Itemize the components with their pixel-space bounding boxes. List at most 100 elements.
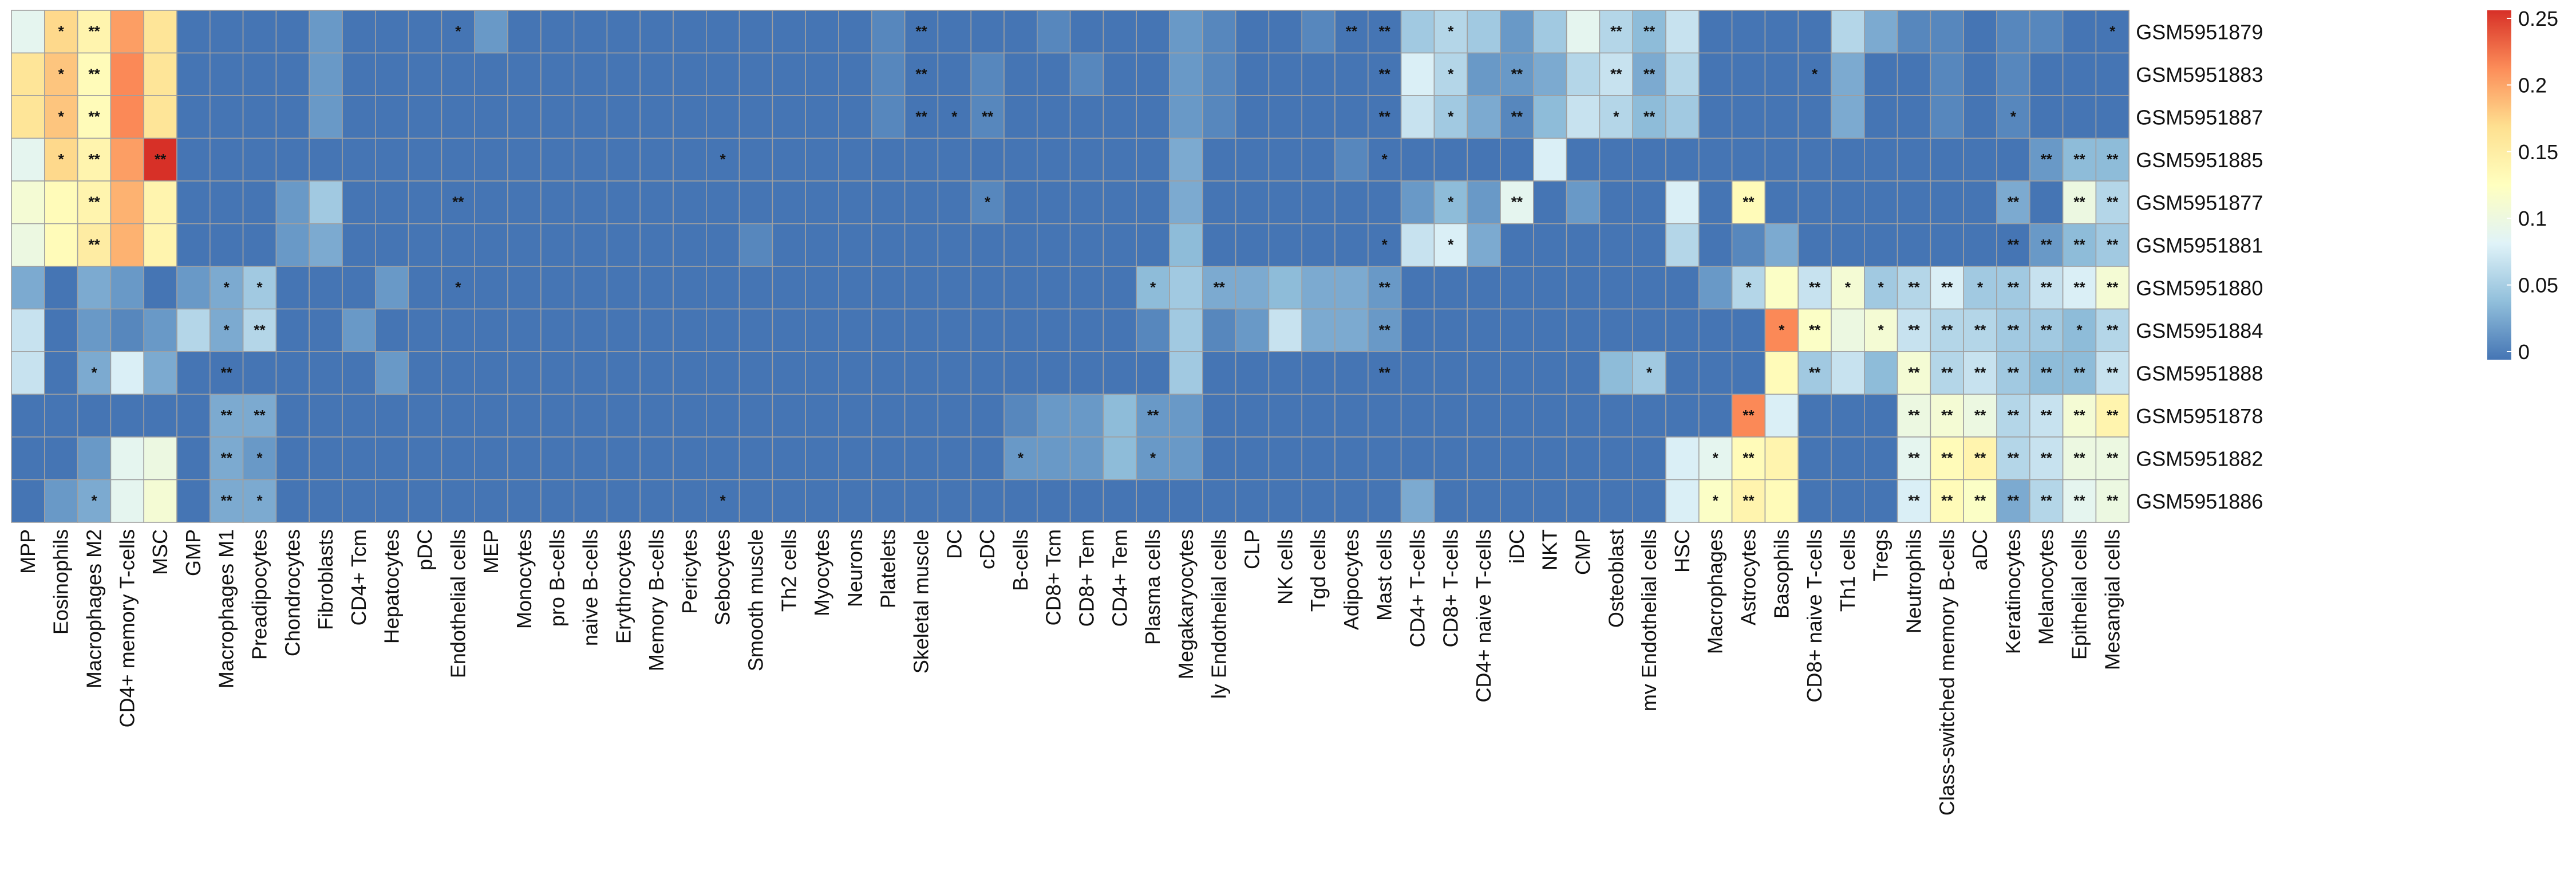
heatmap-cell [1797,95,1832,139]
heatmap-cell [1764,393,1799,438]
heatmap-cell [1665,95,1700,139]
heatmap-cell [1003,393,1038,438]
column-label: HSC [1670,529,1694,573]
heatmap-cell [1368,436,1402,481]
significance-mark: * [1382,151,1388,168]
heatmap-cell [805,436,839,481]
heatmap-cell [1864,436,1898,481]
significance-mark: * [1150,278,1156,296]
heatmap-cell [970,351,1005,395]
heatmap-cell [1268,10,1302,54]
heatmap-cell [374,393,409,438]
heatmap-cell [110,266,144,310]
column-label: MEP [479,529,503,574]
heatmap-cell [970,393,1005,438]
heatmap-cell [11,137,45,182]
heatmap-cell [772,223,807,267]
heatmap-cell [706,52,740,96]
heatmap-cell [1963,180,1997,225]
column-label: Megakaryocytes [1174,529,1198,679]
colorbar-ticks: 0 0.05 0.1 0.15 0.2 0.25 [2507,7,2558,364]
heatmap-cell [374,180,409,225]
heatmap-cell [606,351,641,395]
heatmap-cell [1467,95,1501,139]
heatmap-cell [2062,137,2097,182]
column-label: CLP [1240,529,1264,569]
heatmap-cell [540,436,575,481]
heatmap-cell [1566,52,1601,96]
heatmap-cell [1698,351,1733,395]
heatmap-cell [1467,180,1501,225]
column-label: CD8+ naive T-cells [1803,529,1826,702]
heatmap-cell [342,137,376,182]
heatmap-cell [242,351,277,395]
heatmap-cell [1202,95,1236,139]
heatmap-cell [573,351,608,395]
heatmap-cell [1103,10,1137,54]
heatmap-cell [77,223,112,267]
heatmap-cell [871,52,906,96]
heatmap-cell [176,351,211,395]
column-label: CMP [1571,529,1595,575]
heatmap-cell [573,436,608,481]
heatmap-cell [904,479,939,523]
heatmap-cell [209,393,244,438]
heatmap-cell [1864,223,1898,267]
heatmap-cell [1400,308,1435,352]
heatmap-cell [1566,223,1601,267]
significance-mark: ** [1610,65,1622,82]
column-label: Monocytes [512,529,536,629]
heatmap-cell [1930,479,1964,523]
heatmap-cell [275,479,310,523]
heatmap-cell [573,137,608,182]
heatmap-cell [2095,436,2129,481]
heatmap-cell [673,95,707,139]
heatmap-cell [1037,308,1071,352]
significance-mark: ** [2073,449,2085,466]
heatmap-cell [1632,180,1666,225]
heatmap-cell [1731,95,1766,139]
heatmap-cell [2095,52,2129,96]
significance-mark: ** [1941,321,1953,338]
heatmap-cell [342,10,376,54]
heatmap-cell [2095,180,2129,225]
column-label: Fibroblasts [314,529,337,630]
column-label: pDC [413,529,437,570]
heatmap-cell [242,10,277,54]
heatmap-cell [1930,436,1964,481]
heatmap-cell [838,351,872,395]
heatmap-cell [275,266,310,310]
significance-mark: ** [221,364,233,381]
heatmap-cell [1533,10,1567,54]
heatmap-cell [77,393,112,438]
heatmap-cell [1136,137,1170,182]
heatmap-cell [507,223,542,267]
heatmap-cell [738,436,773,481]
column-label: Melanocytes [2034,529,2058,645]
heatmap-cell [1467,436,1501,481]
heatmap-cell [342,223,376,267]
significance-mark: * [1878,278,1884,296]
heatmap-cell [1103,223,1137,267]
significance-mark: * [1150,449,1156,466]
heatmap-cell [11,479,45,523]
heatmap-cell [44,479,78,523]
heatmap-cell [1930,393,1964,438]
significance-mark: ** [2107,321,2119,338]
heatmap-cell [1268,223,1302,267]
heatmap-cell [1500,393,1534,438]
significance-mark: ** [1908,364,1920,381]
significance-mark: * [1878,321,1884,338]
significance-mark: * [455,278,461,296]
heatmap-cell [937,180,972,225]
heatmap-cell [1698,266,1733,310]
significance-mark: ** [2008,236,2020,253]
column-label: Th1 cells [1836,529,1859,612]
heatmap-cell [1334,479,1369,523]
heatmap-cell [474,180,508,225]
column-label: Smooth muscle [744,529,768,671]
column-label: Th2 cells [777,529,800,612]
significance-mark: ** [2041,151,2053,168]
heatmap-cell [143,351,177,395]
heatmap-cell [408,436,442,481]
